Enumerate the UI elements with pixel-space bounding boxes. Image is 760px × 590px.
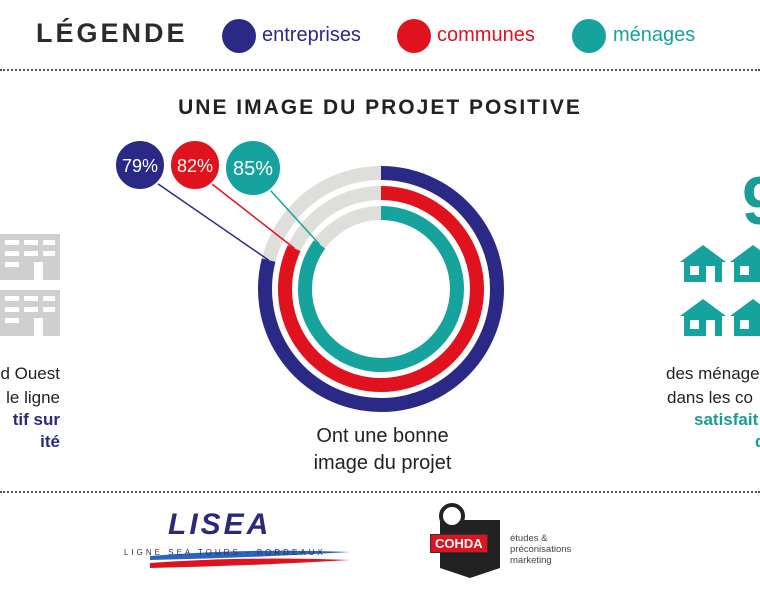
value-bubble-ménages (224, 139, 282, 197)
legend-label-menages: ménages (613, 24, 696, 46)
ring-arc-entreprises (258, 166, 504, 412)
chart-caption-line2: image du projet (313, 452, 452, 474)
value-bubble-entreprises (114, 139, 166, 191)
legend-label-communes: communes (437, 24, 535, 46)
right-text-line4: d (755, 430, 760, 454)
legend-title: LÉGENDE (36, 18, 188, 48)
lisea-tagline: LIGNE SEA TOURS - BORDEAUX (124, 548, 326, 557)
value-label-entreprises: 79% (122, 156, 158, 176)
left-text-line4: ité (40, 432, 60, 451)
left-text-line3: tif sur (12, 410, 60, 429)
donut-rings (258, 166, 504, 412)
lisea-swoosh (150, 550, 350, 568)
legend-dot-entreprises (222, 19, 256, 53)
leader-line-communes (202, 176, 295, 249)
cohda-subtitle: études & préconisations marketing (510, 533, 572, 566)
section-title: UNE IMAGE DU PROJET POSITIVE (178, 96, 582, 119)
building-icon-1 (0, 234, 60, 280)
lisea-logo: LISEA (168, 508, 272, 541)
house-icon-4 (730, 299, 760, 336)
chart-caption-line1: Ont une bonne (316, 425, 449, 447)
house-icon-2 (730, 245, 760, 282)
house-icon-3 (680, 299, 726, 336)
house-icon-1 (680, 245, 726, 282)
right-text-line3: satisfait (694, 410, 759, 429)
top-divider (0, 69, 760, 71)
left-text-line2: le ligne (6, 388, 60, 407)
chart-caption: Ont une bonne image du projet (290, 423, 475, 477)
legend-dot-communes (397, 19, 431, 53)
right-big-number: 9 (742, 162, 760, 240)
right-text-line2: dans les co (667, 388, 753, 407)
value-bubbles: 79% 82% 85% (114, 139, 282, 197)
value-bubble-communes (169, 139, 221, 191)
ring-arc-communes (278, 186, 484, 392)
building-icon-2 (0, 290, 60, 336)
legend-label-entreprises: entreprises (262, 24, 361, 46)
legend-dot-menages (572, 19, 606, 53)
value-label-ménages: 85% (233, 158, 273, 180)
right-text-line1: des ménage (666, 364, 760, 383)
bottom-divider (0, 491, 760, 493)
value-label-communes: 82% (177, 156, 213, 176)
ring-arc-ménages (298, 206, 464, 372)
cohda-logo-text: COHDA (430, 534, 488, 553)
leader-line-entreprises (147, 176, 270, 261)
left-text-line1: d Ouest (0, 364, 60, 383)
